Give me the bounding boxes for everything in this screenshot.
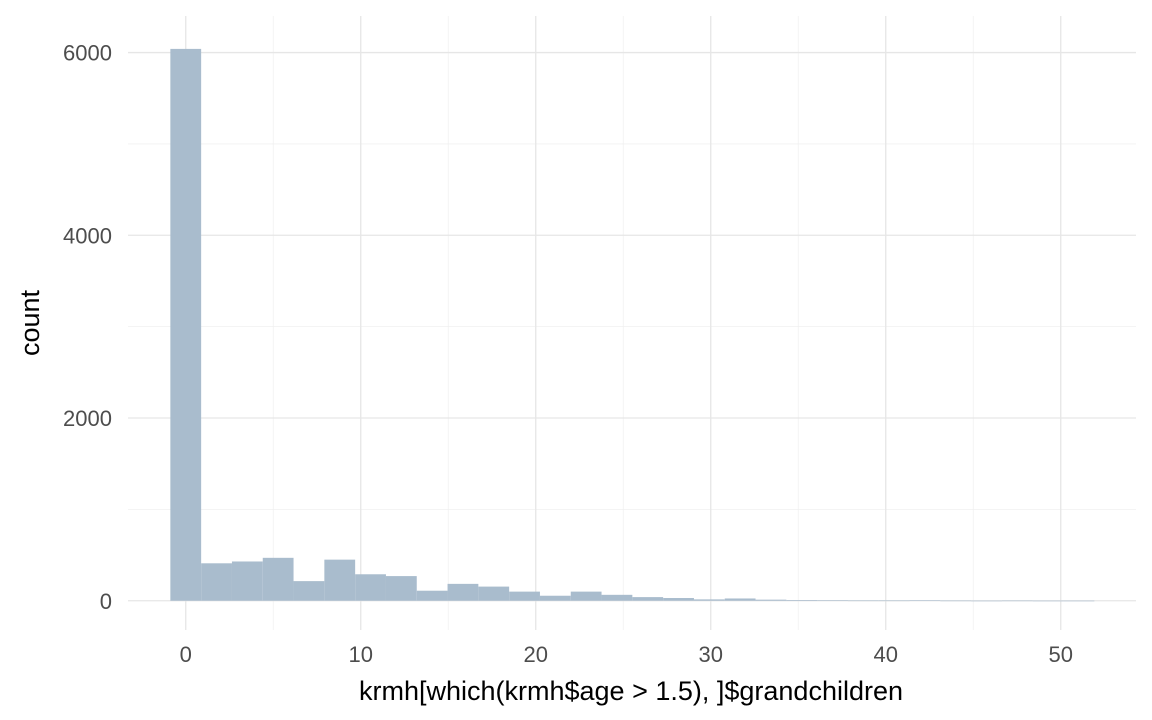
histogram-bar (693, 599, 725, 601)
histogram-bar (1063, 600, 1095, 602)
histogram-bar (847, 600, 879, 602)
histogram-bar (416, 590, 448, 601)
histogram-bar (293, 581, 325, 601)
histogram-bar (201, 563, 232, 601)
x-axis-title: krmh[which(krmh$age > 1.5), ]$grandchild… (359, 676, 903, 706)
x-tick-label: 20 (524, 642, 548, 667)
histogram-bar (601, 594, 633, 601)
histogram-bars (170, 48, 1095, 602)
histogram-bar (786, 600, 818, 601)
y-tick-label: 4000 (63, 223, 112, 248)
histogram-bar (355, 574, 386, 601)
histogram-bar (632, 597, 664, 601)
histogram-bar (231, 561, 263, 601)
x-tick-label: 10 (349, 642, 373, 667)
x-tick-label: 30 (699, 642, 723, 667)
y-axis-tick-labels: 0 2000 4000 6000 (63, 41, 112, 614)
histogram-bar (509, 591, 540, 601)
histogram-bar (570, 591, 602, 601)
histogram-bar (878, 600, 910, 602)
histogram-bar (478, 586, 510, 601)
histogram-bar (262, 557, 294, 601)
histogram-bar (1001, 600, 1033, 602)
y-tick-label: 0 (100, 589, 112, 614)
y-axis-title: count (15, 289, 45, 356)
y-tick-label: 2000 (63, 406, 112, 431)
minor-gridlines (128, 16, 1136, 630)
x-axis-tick-labels: 0 10 20 30 40 50 (180, 642, 1073, 667)
x-tick-label: 40 (874, 642, 898, 667)
histogram-bar (940, 600, 972, 602)
histogram-bar (539, 595, 571, 601)
histogram-bar (170, 48, 202, 601)
histogram-bar (971, 600, 1002, 602)
major-gridlines (128, 16, 1136, 630)
histogram-bar (447, 583, 479, 601)
histogram-bar (324, 559, 356, 601)
histogram-bar (1032, 600, 1064, 602)
histogram-bar (663, 598, 694, 601)
x-tick-label: 0 (180, 642, 192, 667)
histogram-bar (817, 600, 848, 601)
histogram-bar (909, 600, 941, 601)
histogram-bar (724, 598, 756, 601)
histogram-bar (385, 576, 417, 601)
x-tick-label: 50 (1049, 642, 1073, 667)
histogram-bar (755, 599, 787, 601)
y-tick-label: 6000 (63, 41, 112, 66)
